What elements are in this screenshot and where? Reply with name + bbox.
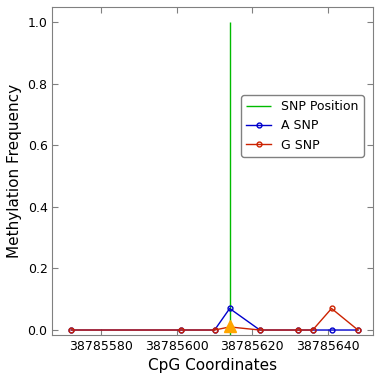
G SNP <box>178 328 183 332</box>
Legend: SNP Position, A SNP, G SNP: SNP Position, A SNP, G SNP <box>241 95 364 157</box>
A SNP <box>212 328 217 332</box>
Y-axis label: Methylation Frequency: Methylation Frequency <box>7 84 22 258</box>
G SNP <box>310 328 315 332</box>
A SNP <box>69 328 73 332</box>
Line: G SNP: G SNP <box>69 306 360 332</box>
A SNP <box>295 328 300 332</box>
A SNP <box>356 328 360 332</box>
A SNP <box>329 328 334 332</box>
G SNP <box>227 325 232 329</box>
A SNP <box>227 306 232 311</box>
A SNP <box>178 328 183 332</box>
G SNP <box>356 328 360 332</box>
G SNP <box>258 328 262 332</box>
Line: A SNP: A SNP <box>69 306 360 332</box>
A SNP <box>310 328 315 332</box>
G SNP <box>329 306 334 311</box>
X-axis label: CpG Coordinates: CpG Coordinates <box>148 358 277 373</box>
G SNP <box>212 328 217 332</box>
G SNP <box>69 328 73 332</box>
G SNP <box>295 328 300 332</box>
A SNP <box>258 328 262 332</box>
